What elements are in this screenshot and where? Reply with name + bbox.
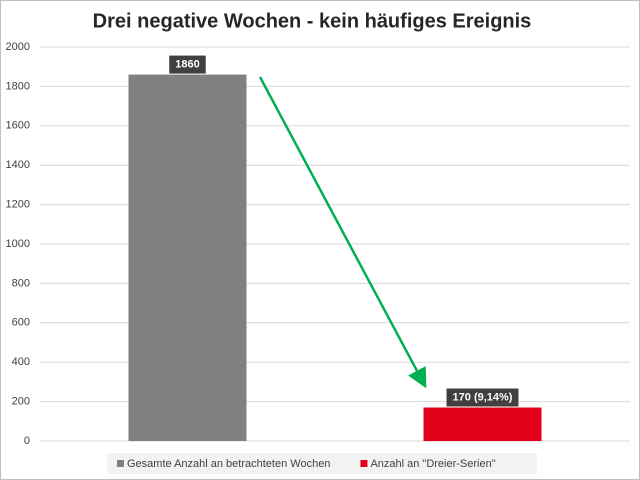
y-tick-label: 1200	[6, 199, 30, 211]
y-tick-label: 1000	[6, 238, 30, 250]
y-tick-label: 800	[12, 277, 30, 289]
chart-title: Drei negative Wochen - kein häufiges Ere…	[93, 10, 532, 32]
data-label-box	[446, 388, 519, 407]
y-tick-label: 2000	[6, 41, 30, 53]
y-tick-label: 1600	[6, 120, 30, 132]
legend-box	[107, 453, 537, 474]
legend-label: Gesamte Anzahl an betrachteten Wochen	[127, 458, 330, 470]
y-tick-label: 600	[12, 317, 30, 329]
y-tick-label: 400	[12, 356, 30, 368]
bar	[128, 74, 247, 441]
legend-swatch	[117, 460, 124, 467]
data-label-box	[169, 55, 206, 74]
bar	[423, 407, 542, 441]
legend-swatch	[360, 460, 368, 467]
data-label: 170 (9,14%)	[453, 391, 513, 403]
y-tick-label: 0	[24, 435, 30, 447]
y-tick-label: 200	[12, 396, 30, 408]
data-label: 1860	[175, 58, 199, 70]
y-tick-label: 1400	[6, 159, 30, 171]
legend-label: Anzahl an "Dreier-Serien"	[370, 458, 495, 470]
arrow	[258, 76, 427, 389]
y-tick-label: 1800	[6, 80, 30, 92]
